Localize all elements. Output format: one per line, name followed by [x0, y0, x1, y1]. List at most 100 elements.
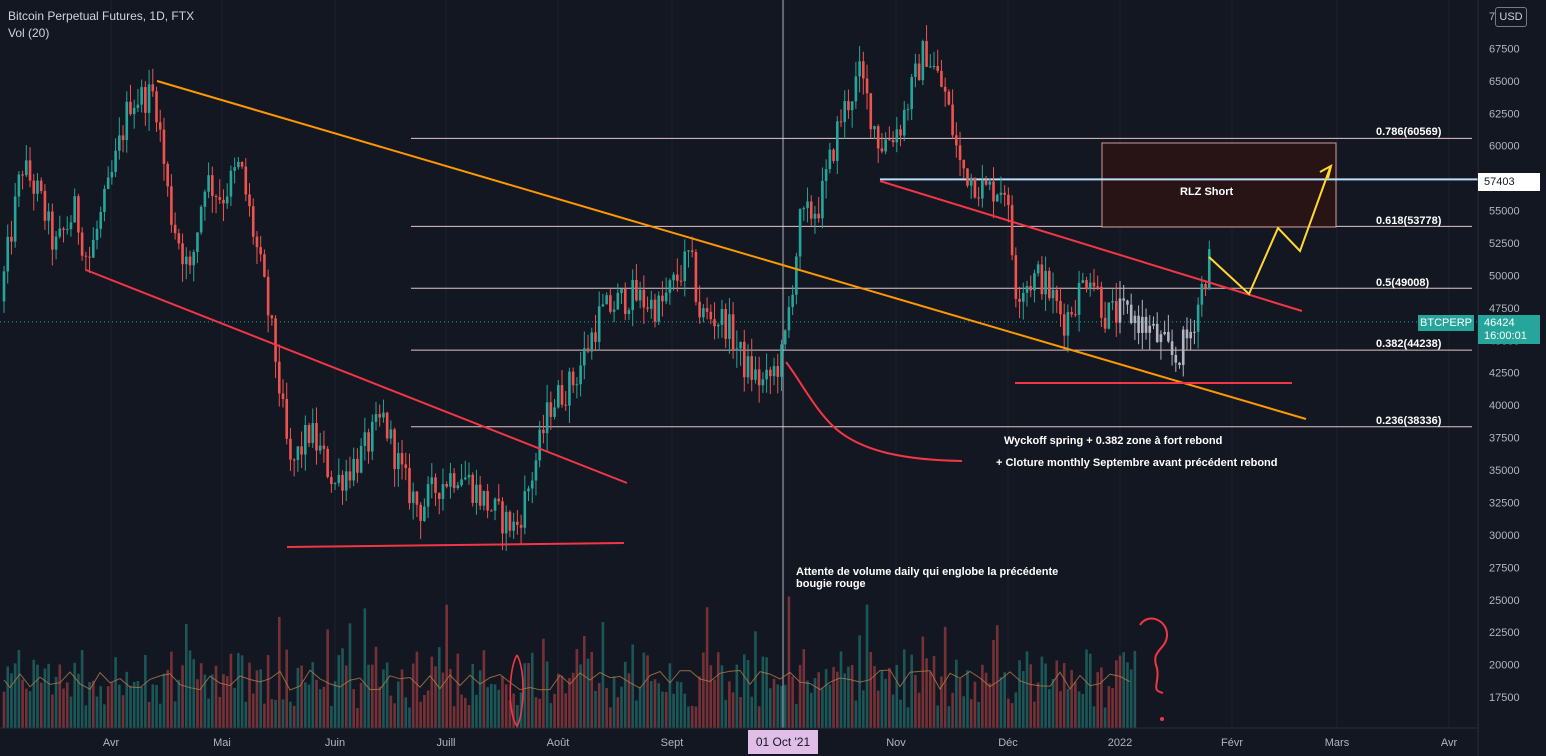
volume-bar — [832, 667, 835, 728]
volume-bar — [884, 678, 887, 728]
volume-bar — [415, 651, 419, 728]
volume-bar — [862, 690, 865, 728]
volume-bar — [434, 666, 437, 728]
volume-bar — [58, 664, 62, 728]
volume-bar — [151, 684, 155, 728]
volume-bar — [835, 671, 839, 728]
candle-body — [344, 471, 348, 491]
x-tick-label: Mai — [213, 737, 231, 749]
candle-body — [824, 169, 828, 181]
red-curve-drawing — [785, 361, 963, 462]
volume-bar — [891, 694, 895, 728]
candle-body — [835, 121, 839, 161]
candle-body — [832, 149, 835, 161]
volume-bar — [1100, 667, 1103, 728]
candle-body — [683, 251, 687, 281]
candle-body — [969, 177, 973, 186]
candle-body — [1066, 312, 1070, 336]
volume-bar — [687, 706, 690, 728]
volume-bar — [627, 673, 631, 728]
volume-bar — [463, 697, 467, 728]
candle-body — [32, 180, 36, 194]
candle-body — [694, 252, 698, 302]
currency-badge[interactable]: USD — [1495, 7, 1527, 27]
volume-bar — [597, 683, 601, 728]
volume-bar — [211, 674, 214, 728]
volume-bar — [17, 649, 21, 728]
candle-body — [1014, 255, 1018, 299]
volume-bar — [39, 682, 43, 728]
volume-bar — [91, 680, 95, 728]
candle-body — [556, 385, 560, 408]
candle-body — [568, 371, 571, 406]
volume-bar — [1077, 691, 1081, 728]
candle-body — [95, 228, 99, 240]
volume-bar — [136, 680, 140, 728]
candle-body — [635, 279, 638, 301]
candle-body — [463, 477, 467, 480]
candle-body — [995, 194, 999, 202]
volume-bar — [326, 629, 329, 728]
volume-bar — [583, 635, 586, 728]
bar-countdown: 16:00:01 — [1484, 330, 1527, 342]
volume-bar — [888, 668, 891, 728]
candle-body — [549, 402, 553, 417]
volume-bar — [88, 682, 91, 728]
volume-bar — [649, 681, 653, 728]
candle-body — [300, 446, 303, 455]
symbol-title[interactable]: Bitcoin Perpetual Futures, 1D, FTX — [8, 9, 195, 23]
y-tick-label: 47500 — [1489, 303, 1520, 315]
candle-body — [292, 459, 296, 461]
volume-bar — [296, 667, 300, 728]
candle-body — [326, 448, 329, 477]
volume-bar — [560, 675, 564, 728]
candle-body — [1010, 205, 1014, 256]
candle-body — [225, 196, 229, 204]
volume-bar — [679, 682, 683, 728]
volume-note-line2: bougie rouge — [796, 578, 866, 590]
candle-body — [39, 180, 43, 191]
volume-bar — [467, 705, 471, 728]
candle-body — [664, 292, 668, 302]
candle-body — [1092, 282, 1096, 287]
volume-bar — [1036, 682, 1040, 728]
candle-body — [218, 197, 222, 200]
volume-bar — [1081, 694, 1085, 728]
candle-body — [486, 490, 489, 511]
candle-body — [337, 474, 341, 484]
volume-bar — [121, 695, 125, 728]
candle-body — [646, 307, 649, 309]
volume-bar — [787, 596, 791, 728]
volume-bar — [84, 705, 88, 728]
candle-body — [84, 255, 88, 257]
candle-body — [501, 501, 504, 534]
volume-bar — [601, 621, 605, 728]
volume-bar — [928, 671, 932, 728]
volume-indicator-label[interactable]: Vol (20) — [8, 26, 50, 40]
volume-bar — [780, 685, 783, 728]
volume-bar — [642, 652, 646, 728]
candle-body — [1074, 314, 1077, 316]
candle-body — [1185, 329, 1189, 339]
candle-body — [795, 256, 798, 295]
volume-bar — [452, 706, 456, 728]
volume-bar — [516, 705, 519, 728]
candle-body — [992, 181, 995, 202]
volume-bar — [173, 701, 177, 728]
candle-body — [597, 306, 601, 342]
candle-body — [1100, 286, 1103, 318]
candle-body — [192, 252, 196, 266]
volume-bar — [556, 673, 560, 728]
candle-body — [374, 414, 378, 422]
volume-bar — [616, 697, 620, 728]
volume-bar — [590, 651, 594, 728]
volume-bar — [620, 686, 623, 728]
candle-body — [330, 476, 333, 485]
candle-body — [43, 190, 47, 221]
candle-body — [802, 208, 806, 210]
candle-body — [259, 247, 262, 255]
candle-body — [702, 308, 705, 318]
volume-bar — [873, 665, 876, 728]
candle-body — [493, 498, 497, 511]
